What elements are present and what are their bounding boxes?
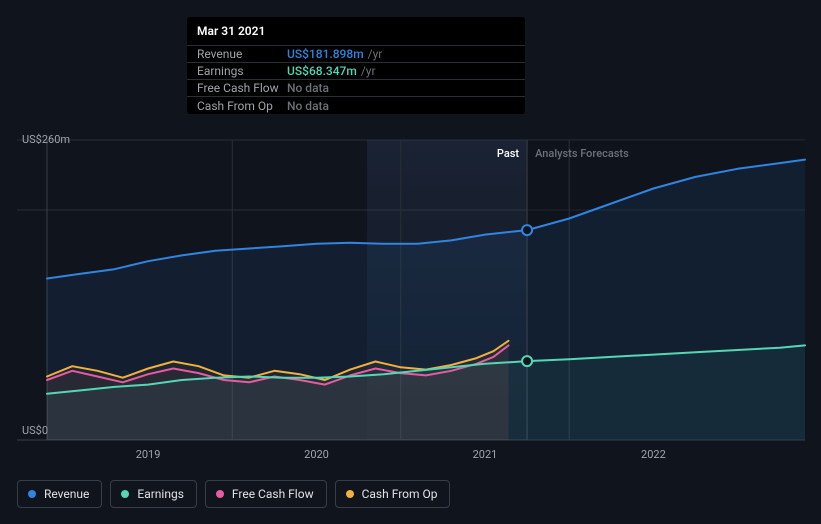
legend-label: Cash From Op <box>362 487 438 501</box>
legend-label: Free Cash Flow <box>232 487 314 501</box>
legend-label: Earnings <box>137 487 184 501</box>
y-axis-label-zero: US$0 <box>22 424 48 437</box>
tooltip-label: Earnings <box>197 64 287 78</box>
tooltip-suffix: /yr <box>368 47 383 61</box>
tooltip-label: Free Cash Flow <box>197 81 287 95</box>
region-label-past: Past <box>497 147 519 160</box>
tooltip-value: No data <box>287 99 329 113</box>
tooltip-row-fcf: Free Cash Flow No data <box>187 80 525 97</box>
chart-legend: Revenue Earnings Free Cash Flow Cash Fro… <box>17 480 450 508</box>
legend-item-revenue[interactable]: Revenue <box>17 480 102 508</box>
x-axis-label: 2022 <box>641 448 666 461</box>
legend-dot-icon <box>346 490 354 498</box>
legend-dot-icon <box>216 490 224 498</box>
legend-label: Revenue <box>44 487 89 501</box>
tooltip-row-cfo: Cash From Op No data <box>187 97 525 114</box>
legend-dot-icon <box>28 490 36 498</box>
region-label-forecast: Analysts Forecasts <box>535 147 629 160</box>
tooltip-value: US$68.347m <box>287 64 357 78</box>
legend-item-earnings[interactable]: Earnings <box>110 480 197 508</box>
legend-dot-icon <box>121 490 129 498</box>
tooltip-row-earnings: Earnings US$68.347m /yr <box>187 63 525 80</box>
x-axis-label: 2020 <box>304 448 329 461</box>
x-axis-label: 2021 <box>473 448 498 461</box>
tooltip-label: Cash From Op <box>197 99 287 113</box>
legend-item-fcf[interactable]: Free Cash Flow <box>205 480 327 508</box>
tooltip-row-revenue: Revenue US$181.898m /yr <box>187 46 525 63</box>
legend-item-cfo[interactable]: Cash From Op <box>335 480 451 508</box>
tooltip-value: No data <box>287 81 329 95</box>
tooltip-suffix: /yr <box>361 64 376 78</box>
financial-chart: US$260m US$0 2019 2020 2021 2022 Past An… <box>0 0 821 524</box>
tooltip-date: Mar 31 2021 <box>187 17 525 46</box>
tooltip-value: US$181.898m <box>287 47 364 61</box>
tooltip-label: Revenue <box>197 47 287 61</box>
chart-tooltip: Mar 31 2021 Revenue US$181.898m /yr Earn… <box>187 17 525 114</box>
x-axis-label: 2019 <box>136 448 161 461</box>
y-axis-label-max: US$260m <box>22 133 70 146</box>
